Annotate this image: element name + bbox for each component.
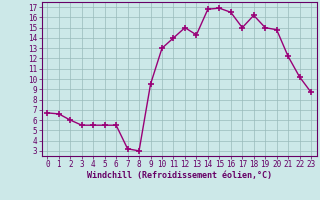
- X-axis label: Windchill (Refroidissement éolien,°C): Windchill (Refroidissement éolien,°C): [87, 171, 272, 180]
